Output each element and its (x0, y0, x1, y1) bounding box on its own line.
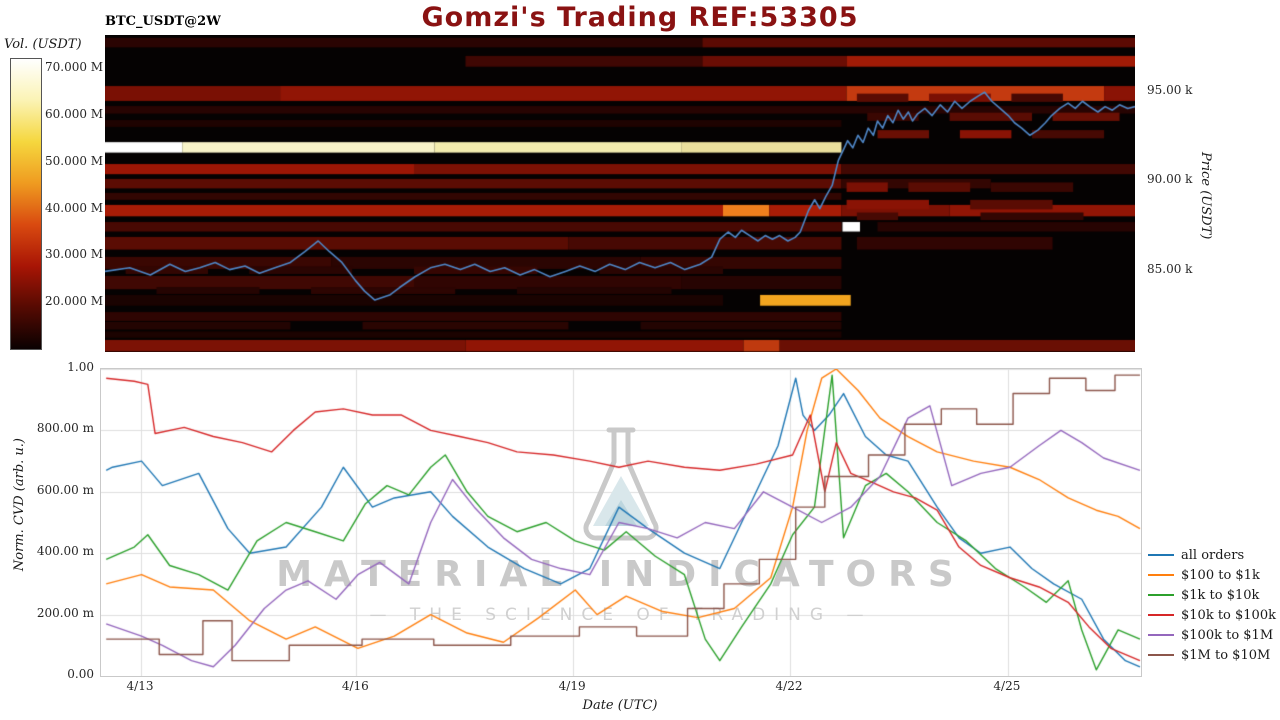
colorbar-tick-label: 30.000 M (45, 247, 104, 262)
page-title: Gomzi's Trading REF:53305 (421, 2, 859, 33)
cvd-x-tick-label: 4/25 (993, 679, 1021, 693)
legend-item-1k-to-10k: $1k to $10k (1148, 585, 1276, 605)
cvd-x-tick-label: 4/16 (341, 679, 369, 693)
cvd-x-tick-label: 4/22 (775, 679, 803, 693)
legend-label: all orders (1181, 547, 1245, 563)
cvd-y-tick-label: 1.00 (67, 360, 94, 374)
cvd-x-axis-title: Date (UTC) (582, 698, 658, 713)
cvd-y-tick-label: 200.00 m (36, 605, 94, 620)
cvd-x-tick-label: 4/19 (558, 679, 586, 693)
legend-item-10k-to-100k: $10k to $100k (1148, 605, 1276, 625)
legend-label: $10k to $100k (1181, 607, 1276, 623)
cvd-y-tick-label: 600.00 m (36, 482, 94, 497)
colorbar-tick-label: 70.000 M (45, 60, 104, 75)
legend-label: $1k to $10k (1181, 587, 1260, 603)
cvd-lines-canvas (101, 369, 1141, 676)
cvd-plot-area: MATERIAL INDICATORS — THE SCIENCE OF TRA… (100, 368, 1142, 677)
cvd-y-tick-label: 400.00 m (36, 544, 94, 559)
colorbar-tick-label: 20.000 M (45, 294, 104, 309)
orderbook-heatmap-canvas (105, 35, 1135, 352)
legend-label: $1M to $10M (1181, 647, 1271, 663)
colorbar-tick-label: 40.000 M (45, 200, 104, 215)
price-tick-label: 95.00 k (1147, 82, 1193, 97)
legend-line-sample (1148, 554, 1174, 556)
colorbar-title: Vol. (USDT) (4, 37, 82, 52)
price-axis-title: Price (USDT) (1198, 152, 1213, 240)
legend-label: $100k to $1M (1181, 627, 1274, 643)
legend-line-sample (1148, 634, 1174, 636)
legend-line-sample (1148, 594, 1174, 596)
legend-item-100k-to-1m: $100k to $1M (1148, 625, 1276, 645)
legend-line-sample (1148, 614, 1174, 616)
cvd-y-tick-label: 0.00 (67, 667, 94, 681)
price-tick-label: 90.00 k (1147, 172, 1193, 187)
symbol-label: BTC_USDT@2W (105, 14, 221, 29)
price-tick-label: 85.00 k (1147, 261, 1193, 276)
legend-item-100-to-1k: $100 to $1k (1148, 565, 1276, 585)
legend-line-sample (1148, 574, 1174, 576)
cvd-y-tick-label: 800.00 m (36, 421, 94, 436)
cvd-y-axis-title: Norm. CVD (arb. u.) (12, 438, 27, 572)
legend-item-1m-to-10m: $1M to $10M (1148, 645, 1276, 665)
legend-item-all-orders: all orders (1148, 545, 1276, 565)
cvd-x-tick-label: 4/13 (126, 679, 154, 693)
volume-colorbar (10, 58, 42, 350)
cvd-legend: all orders $100 to $1k $1k to $10k $10k to … (1148, 545, 1276, 665)
colorbar-tick-label: 60.000 M (45, 107, 104, 122)
legend-line-sample (1148, 654, 1174, 656)
colorbar-tick-label: 50.000 M (45, 153, 104, 168)
legend-label: $100 to $1k (1181, 567, 1260, 583)
